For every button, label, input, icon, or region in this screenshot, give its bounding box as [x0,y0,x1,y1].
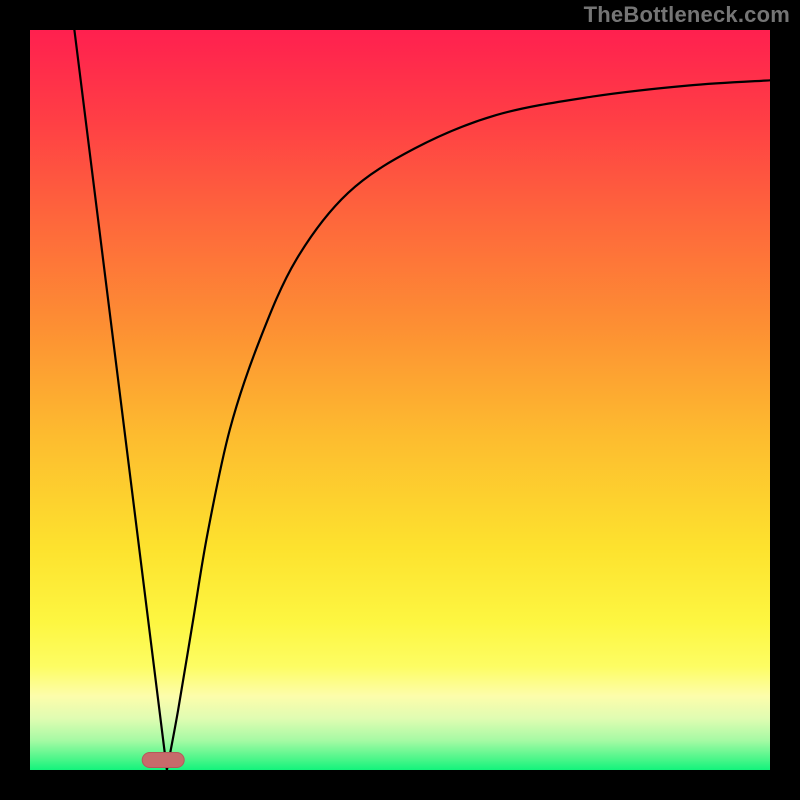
optimal-range-marker [142,753,184,768]
chart-container: TheBottleneck.com [0,0,800,800]
watermark-text: TheBottleneck.com [584,2,790,28]
plot-background-gradient [30,30,770,770]
chart-svg [0,0,800,800]
